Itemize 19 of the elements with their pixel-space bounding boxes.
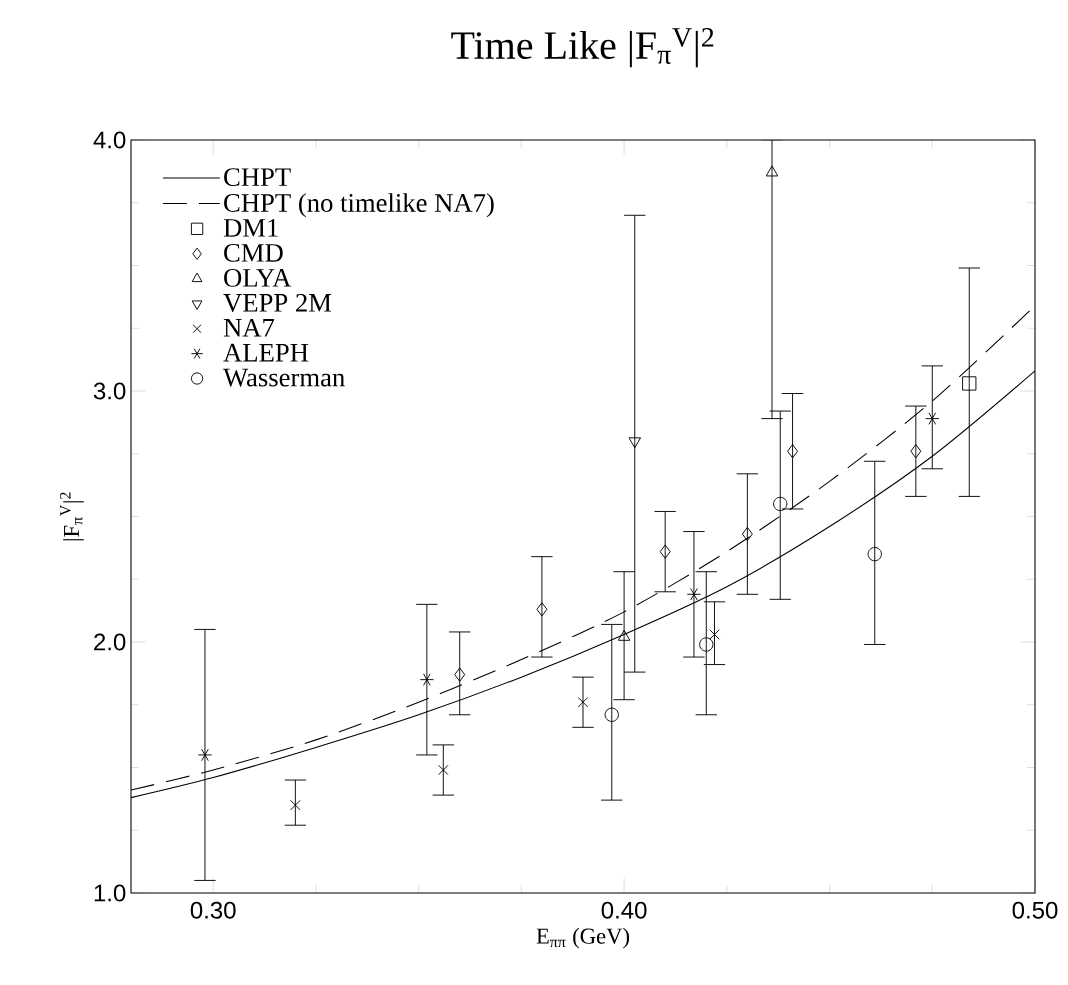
- y-tick-label: 2.0: [94, 633, 126, 651]
- legend-label: VEPP 2M: [223, 293, 332, 312]
- legend-label: Wasserman: [223, 368, 345, 387]
- x-tick-label: 0.30: [190, 901, 236, 919]
- legend-label: CHPT (no timelike NA7): [224, 193, 494, 218]
- y-tick-label: 1.0: [94, 884, 126, 902]
- legend-label: OLYA: [224, 268, 292, 287]
- x-tick-label: 0.40: [601, 901, 647, 919]
- legend-label: CMD: [224, 243, 283, 262]
- legend-label: DM1: [223, 219, 278, 237]
- legend-label: NA7: [223, 318, 275, 337]
- legend-label: CHPT: [224, 168, 291, 187]
- x-tick-label: 0.50: [1012, 901, 1058, 919]
- x-axis-title: E$_{ππ}$ (GeV): [536, 927, 630, 949]
- chart-title: Time Like |F$_{π}$$^{V}$|$^{2}$: [451, 28, 714, 68]
- legend-label: ALEPH: [223, 343, 309, 362]
- y-axis-title: |F$_{π}$$^{V}$|$^{2}$: [60, 492, 84, 541]
- y-tick-label: 4.0: [93, 131, 126, 149]
- y-tick-label: 3.0: [93, 382, 126, 400]
